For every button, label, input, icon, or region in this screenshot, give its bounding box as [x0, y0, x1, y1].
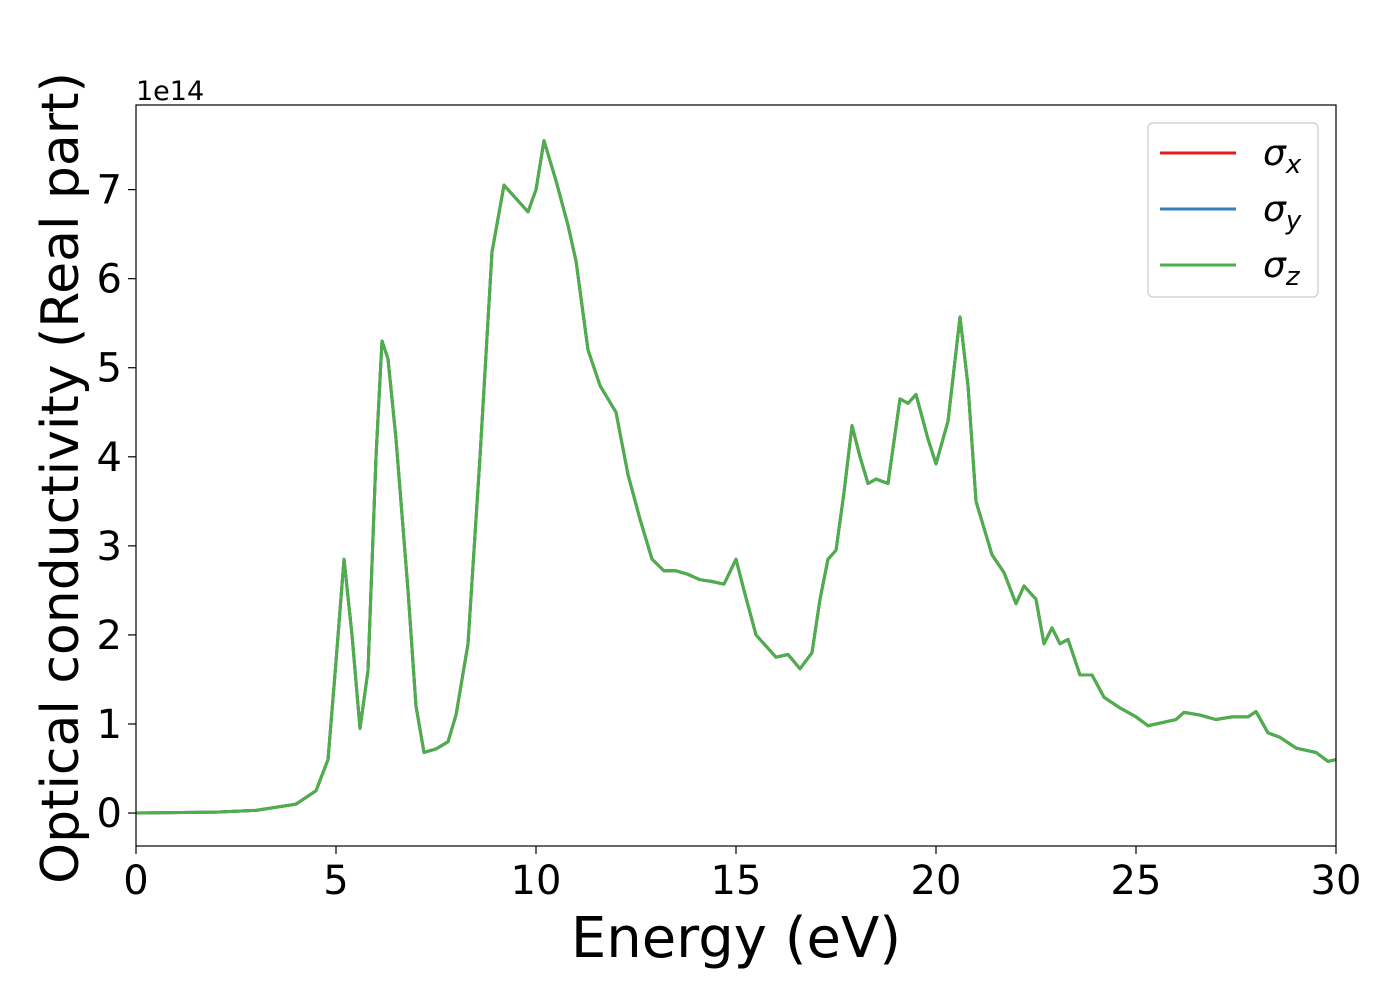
- y-tick-label: 1: [97, 702, 122, 748]
- legend-label: σy: [1263, 189, 1302, 236]
- y-tick-label: 3: [97, 524, 122, 570]
- y-axis-label: Optical conductivity (Real part): [31, 72, 91, 884]
- offset-text: 1e14: [136, 76, 204, 107]
- x-axis-label: Energy (eV): [571, 906, 901, 971]
- y-tick-label: 0: [97, 791, 122, 837]
- y-tick-label: 2: [97, 613, 122, 659]
- plot-frame: [135, 104, 1337, 847]
- x-tick-label: 30: [1311, 858, 1362, 904]
- legend-label: σx: [1263, 133, 1302, 180]
- x-tick-label: 0: [123, 858, 148, 904]
- legend-label: σz: [1263, 245, 1301, 292]
- legend: σx σy σz: [1147, 122, 1319, 298]
- y-tick-label: 6: [97, 257, 122, 303]
- x-tick-label: 20: [911, 858, 962, 904]
- y-tick-label: 7: [97, 168, 122, 214]
- line-series: [136, 139, 1336, 815]
- x-tick-label: 25: [1111, 858, 1162, 904]
- x-tick-label: 10: [511, 858, 562, 904]
- x-tick-label: 5: [323, 858, 348, 904]
- x-tick-label: 15: [711, 858, 762, 904]
- y-tick-label: 4: [97, 435, 122, 481]
- y-tick-label: 5: [97, 346, 122, 392]
